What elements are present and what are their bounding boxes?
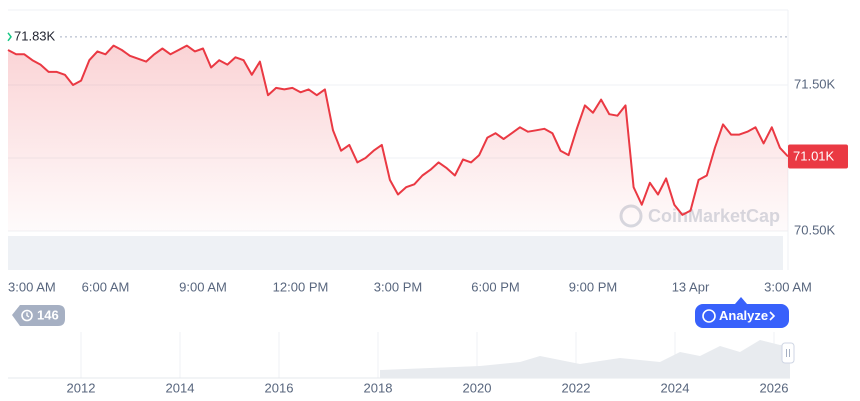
- x-tick-label: 12:00 PM: [273, 279, 329, 294]
- x-tick-label: 6:00 PM: [471, 279, 519, 294]
- navigator-year: 2020: [463, 380, 492, 395]
- history-badge[interactable]: 146: [12, 305, 65, 326]
- x-tick-label: 3:00 AM: [764, 279, 812, 294]
- y-tick-label: 70.50K: [794, 222, 836, 237]
- y-tick-label: 71.50K: [794, 76, 836, 91]
- button-label: Analyze: [719, 308, 768, 323]
- clock-hands: [26, 312, 30, 318]
- button-bg: [695, 304, 789, 328]
- navigator-year: 2026: [760, 380, 789, 395]
- button-pointer: [735, 297, 747, 304]
- analyze-button[interactable]: Analyze: [695, 297, 789, 328]
- price-line: [7, 44, 789, 216]
- navigator-year: 2022: [562, 380, 591, 395]
- price-area: [8, 45, 788, 232]
- x-tick-label: 9:00 PM: [569, 279, 617, 294]
- navigator-handle[interactable]: [781, 342, 795, 364]
- x-tick-label: 3:00 PM: [374, 279, 422, 294]
- clock-icon: [21, 309, 33, 322]
- x-tick-label: 6:00 AM: [82, 279, 130, 294]
- button-chevron: [769, 311, 776, 321]
- button-icon: [702, 309, 716, 323]
- high-marker: [7, 32, 12, 42]
- navigator-year: 2012: [67, 380, 96, 395]
- last-price-tag: [788, 144, 848, 169]
- navigator-year: 2016: [265, 380, 294, 395]
- navigator-year: 2024: [661, 380, 690, 395]
- high-label: 71.83K: [14, 28, 56, 43]
- plot: 70.50K 71.50K 3:00 AM 6:00 AM 9:00 AM 12:00 P…: [7, 28, 848, 395]
- last-price-label: 71.01K: [793, 148, 835, 163]
- navigator-year: 2018: [364, 380, 393, 395]
- x-tick-label: 3:00 AM: [8, 279, 56, 294]
- navigator-year: 2014: [166, 380, 195, 395]
- x-tick-label: 13 Apr: [672, 279, 710, 294]
- volume-band: [8, 236, 783, 270]
- history-count: 146: [37, 307, 59, 322]
- x-tick-label: 9:00 AM: [179, 279, 227, 294]
- navigator-area: [8, 340, 790, 378]
